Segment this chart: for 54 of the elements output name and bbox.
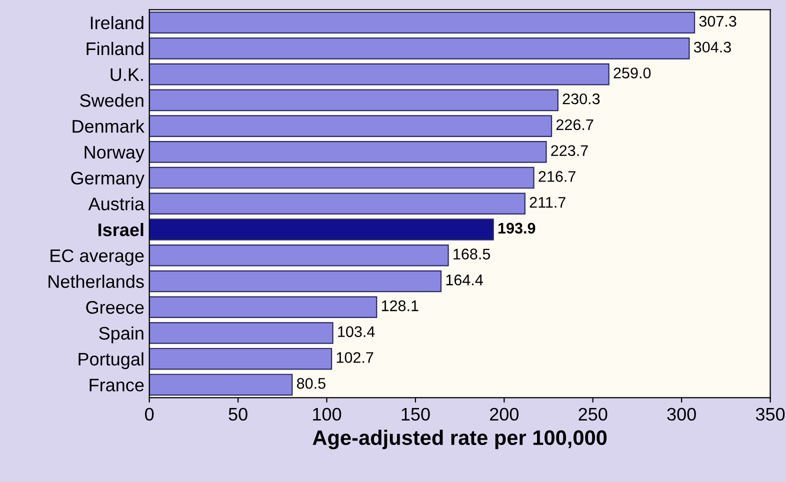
data-label: 304.3	[694, 42, 731, 53]
data-label: 103.4	[338, 326, 375, 338]
bar	[149, 12, 696, 34]
x-axis-title: Age-adjusted rate per 100,000	[312, 430, 607, 450]
y-tick-label: Norway	[84, 146, 144, 162]
y-tick-label: France	[90, 378, 144, 392]
x-tick-label: 250	[578, 408, 608, 421]
x-tick-label: 300	[667, 408, 696, 421]
bar	[149, 374, 293, 396]
data-label: 259.0	[614, 68, 651, 78]
data-label: 102.7	[336, 352, 374, 363]
y-tick-label: Denmark	[72, 120, 145, 133]
bar	[149, 348, 332, 370]
data-label: 307.3	[699, 16, 736, 27]
bar	[149, 141, 547, 163]
y-tick-label: Spain	[99, 326, 144, 344]
x-tick-label: 0	[145, 408, 154, 421]
bar	[149, 296, 378, 318]
y-tick-label: Portugal	[78, 352, 144, 370]
y-tick-label: U.K.	[110, 68, 143, 82]
x-tick-label: 150	[402, 408, 430, 421]
bar	[149, 38, 690, 60]
data-label: 193.9	[498, 222, 536, 234]
bar	[149, 115, 552, 137]
x-tick-label: 100	[313, 408, 342, 421]
y-tick-label: EC average	[50, 249, 144, 266]
data-label: 216.7	[538, 171, 576, 182]
bar	[149, 192, 526, 215]
data-label: 164.4	[446, 274, 483, 286]
x-tick-label: 200	[490, 408, 519, 421]
y-tick-label: Netherlands	[48, 274, 144, 288]
bar	[149, 322, 334, 344]
data-label: 128.1	[382, 300, 418, 312]
data-label: 223.7	[551, 145, 588, 156]
bar	[149, 89, 558, 112]
x-tick-label: 350	[756, 408, 785, 421]
bar	[149, 63, 610, 86]
bar	[149, 166, 534, 189]
data-label: 230.3	[562, 93, 600, 104]
bar	[149, 244, 449, 266]
bar	[149, 270, 442, 292]
y-tick-label: Sweden	[80, 94, 144, 107]
x-tick-label: 50	[228, 408, 248, 421]
y-tick-label: Israel	[98, 222, 144, 236]
data-label: 168.5	[454, 248, 490, 260]
data-label: 80.5	[296, 378, 326, 389]
y-tick-label: Austria	[88, 197, 144, 210]
y-tick-label: Greece	[86, 301, 144, 314]
bar	[149, 218, 494, 240]
y-tick-label: Finland	[86, 42, 144, 56]
y-tick-label: Germany	[71, 172, 144, 188]
data-label: 211.7	[530, 196, 566, 208]
y-tick-label: Ireland	[90, 16, 144, 30]
data-label: 226.7	[556, 119, 594, 130]
